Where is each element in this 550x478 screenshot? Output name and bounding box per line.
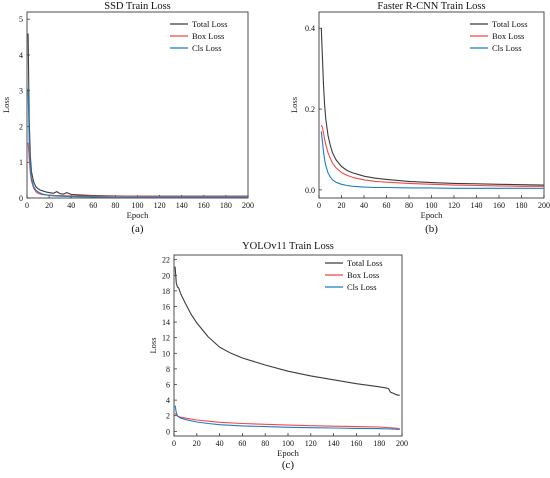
series-line [27,33,248,197]
y-tick-label: 4 [166,396,170,405]
x-tick-label: 200 [242,201,254,210]
x-tick-label: 180 [220,201,232,210]
x-tick-label: 80 [111,201,119,210]
x-tick-label: 160 [198,201,210,210]
legend-label: Box Loss [192,31,224,41]
y-tick-label: 12 [162,334,170,343]
x-tick-label: 100 [132,201,144,210]
y-tick-label: 14 [162,318,170,327]
y-tick-label: 18 [162,287,170,296]
y-tick-label: 2 [19,122,23,131]
x-tick-label: 180 [516,201,528,210]
x-tick-label: 160 [493,201,505,210]
legend-label: Box Loss [347,270,379,280]
x-tick-label: 140 [471,201,483,210]
x-tick-label: 120 [154,201,166,210]
series-line [27,142,248,198]
x-tick-label: 60 [383,201,391,210]
y-tick-label: 0 [166,427,170,436]
legend-label: Total Loss [347,258,383,268]
panel-label: (a) [131,223,144,235]
x-tick-label: 0 [317,201,321,210]
panel-label: (c) [282,459,295,471]
y-axis-label: Loss [1,97,11,113]
chart-panel: Faster R-CNN Train Loss 0 20 40 60 80 100 120 14… [289,1,550,235]
series-line [27,88,248,198]
x-tick-label: 100 [282,439,294,448]
y-tick-label: 0.2 [305,105,315,114]
series-line [320,131,544,189]
y-tick-label: 2 [166,412,170,421]
series-line [320,28,545,186]
x-tick-label: 80 [261,439,269,448]
x-tick-label: 80 [405,201,413,210]
legend-label: Box Loss [492,31,524,41]
y-tick-label: 16 [162,302,170,311]
x-tick-label: 0 [25,201,29,210]
legend-label: Cls Loss [192,43,222,53]
y-axis-label: Loss [148,337,158,353]
x-tick-label: 140 [328,439,340,448]
x-tick-label: 120 [448,201,460,210]
legend-label: Cls Loss [347,282,377,292]
y-tick-label: 5 [19,15,23,24]
series-line [320,124,544,187]
x-tick-label: 20 [338,201,346,210]
x-tick-label: 60 [238,439,246,448]
y-tick-label: 20 [162,271,170,280]
panel-label: (b) [425,223,438,235]
chart-title: SSD Train Loss [104,1,171,12]
legend-label: Cls Loss [492,43,522,53]
y-tick-label: 22 [162,256,170,265]
x-tick-label: 40 [216,439,224,448]
x-tick-label: 140 [176,201,188,210]
x-tick-label: 20 [193,439,201,448]
x-tick-label: 0 [172,439,176,448]
x-axis-label: Epoch [127,210,149,220]
series-line [174,413,400,430]
x-tick-label: 60 [89,201,97,210]
series-line [174,405,400,430]
y-tick-label: 0.4 [305,24,315,33]
y-tick-label: 6 [166,381,170,390]
series-line [174,266,400,396]
x-tick-label: 40 [360,201,368,210]
x-tick-label: 20 [45,201,53,210]
y-tick-label: 0.0 [305,186,315,195]
y-tick-label: 0 [19,194,23,203]
x-tick-label: 160 [350,439,362,448]
x-tick-label: 40 [67,201,75,210]
y-tick-label: 3 [19,87,23,96]
legend-label: Total Loss [192,19,228,29]
y-tick-label: 4 [19,51,23,60]
x-tick-label: 100 [426,201,438,210]
x-tick-label: 200 [396,439,408,448]
x-axis-label: Epoch [277,448,299,458]
x-tick-label: 200 [538,201,550,210]
y-tick-label: 10 [162,349,170,358]
x-tick-label: 120 [305,439,317,448]
x-axis-label: Epoch [421,210,443,220]
x-tick-label: 180 [373,439,385,448]
chart-title: Faster R-CNN Train Loss [377,1,485,12]
y-axis-label: Loss [289,97,299,113]
y-tick-label: 1 [19,158,23,167]
chart-title: YOLOv11 Train Loss [242,241,334,252]
legend-label: Total Loss [492,19,528,29]
y-tick-label: 8 [166,365,170,374]
